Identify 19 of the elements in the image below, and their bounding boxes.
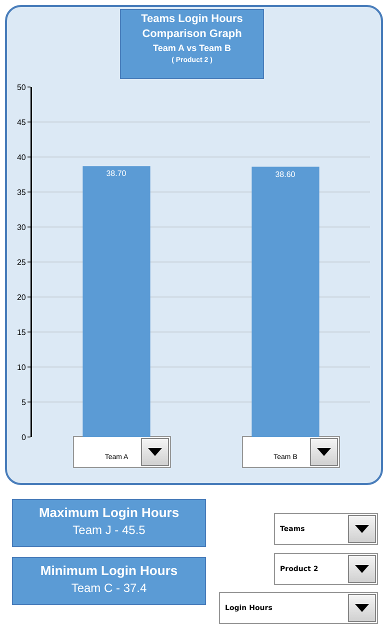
text: Maximum Login Hours xyxy=(38,505,180,520)
data-label: 38.60 xyxy=(275,170,296,179)
y-tick-label: 35 xyxy=(16,188,26,197)
data-label: 38.70 xyxy=(106,169,127,178)
y-tick-label: 25 xyxy=(16,258,26,267)
y-tick-label: 15 xyxy=(16,328,26,337)
y-tick-label: 50 xyxy=(16,82,26,92)
text: Team J - 45.5 xyxy=(72,523,146,537)
y-tick-label: 20 xyxy=(16,292,26,302)
text: Team C - 37.4 xyxy=(70,581,148,595)
y-tick-label: 40 xyxy=(16,152,26,162)
y-tick-label: 0 xyxy=(21,432,26,442)
y-tick-label: 45 xyxy=(16,118,26,127)
y-tick-label: 5 xyxy=(21,398,26,407)
y-tick-label: 30 xyxy=(16,222,26,232)
chart-subtitle: Team A vs Team B xyxy=(152,42,232,55)
text: Minimum Login Hours xyxy=(39,563,179,578)
chart-title: Teams Login Hours Comparison Graph xyxy=(140,12,244,42)
y-tick-label: 10 xyxy=(16,362,26,372)
